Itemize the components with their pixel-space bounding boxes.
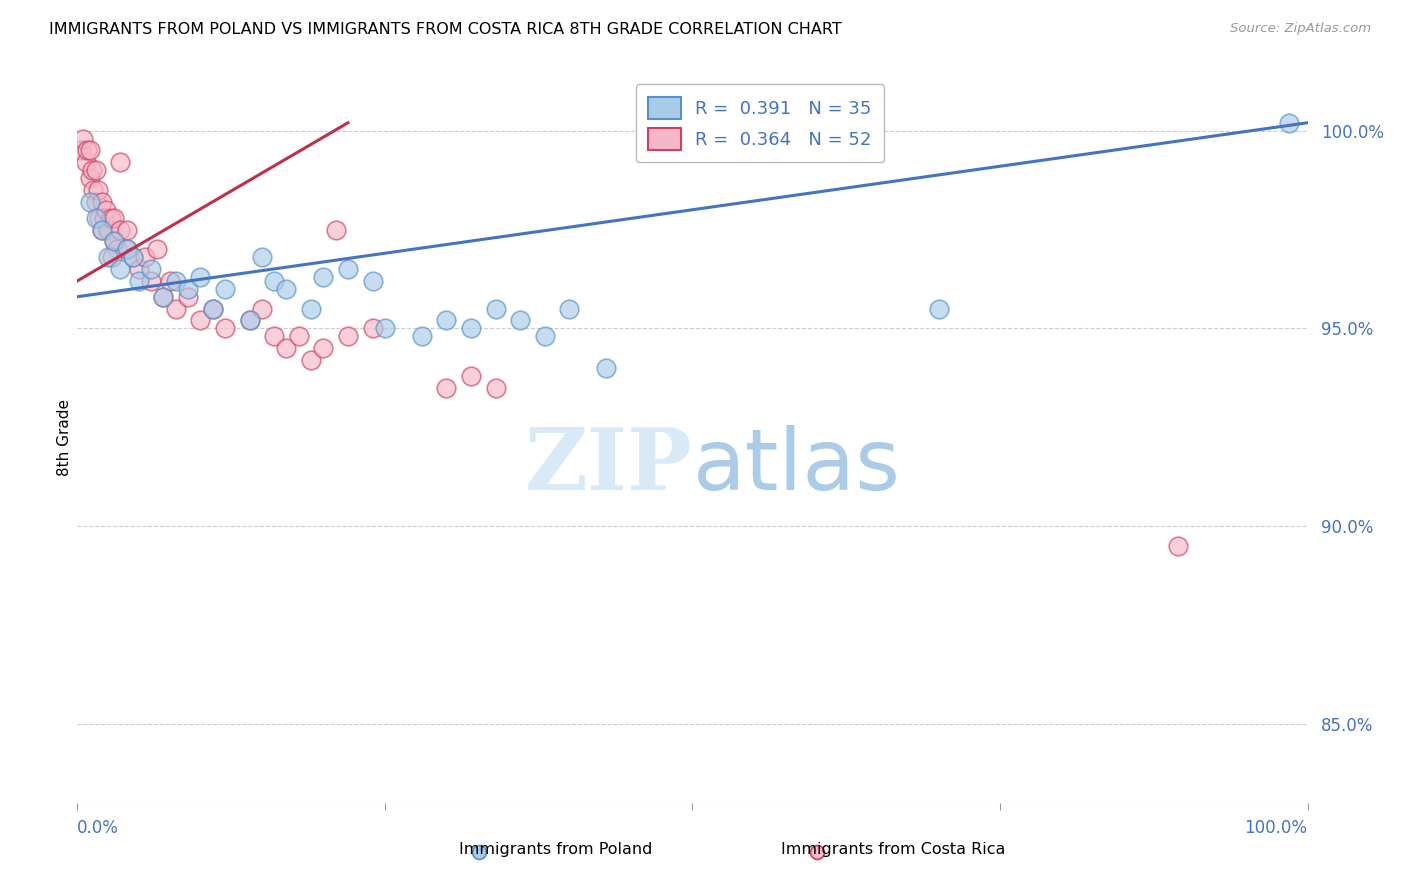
Point <box>72 131 94 145</box>
Point <box>103 235 125 249</box>
Point <box>928 301 950 316</box>
Y-axis label: 8th Grade: 8th Grade <box>56 399 72 475</box>
Point <box>190 269 212 284</box>
Point <box>93 211 115 225</box>
Point <box>460 321 482 335</box>
Point <box>84 163 107 178</box>
Point <box>128 262 150 277</box>
Point <box>325 222 347 236</box>
Point <box>460 368 482 383</box>
Point <box>312 341 335 355</box>
Point <box>103 235 125 249</box>
Text: 0.0%: 0.0% <box>77 819 120 837</box>
Point <box>100 211 122 225</box>
Point <box>214 282 236 296</box>
Point <box>177 282 200 296</box>
Point <box>337 329 360 343</box>
Point <box>110 155 132 169</box>
Point <box>75 155 97 169</box>
Point <box>79 194 101 209</box>
Point <box>82 163 104 178</box>
Legend: R =  0.391   N = 35, R =  0.364   N = 52: R = 0.391 N = 35, R = 0.364 N = 52 <box>636 84 884 162</box>
Point <box>152 290 174 304</box>
Point <box>299 353 322 368</box>
Point <box>97 222 120 236</box>
Point <box>276 341 298 355</box>
Point <box>165 274 187 288</box>
Point <box>115 242 138 256</box>
Point <box>82 183 104 197</box>
Point <box>159 274 181 288</box>
Point <box>436 313 458 327</box>
Point <box>361 321 384 335</box>
Point <box>1278 116 1301 130</box>
Point <box>146 242 169 256</box>
Point <box>299 301 322 316</box>
Point <box>411 329 433 343</box>
Point <box>84 194 107 209</box>
Point <box>115 242 138 256</box>
Point <box>485 301 508 316</box>
Point <box>70 144 93 158</box>
Point <box>97 250 120 264</box>
Text: IMMIGRANTS FROM POLAND VS IMMIGRANTS FROM COSTA RICA 8TH GRADE CORRELATION CHART: IMMIGRANTS FROM POLAND VS IMMIGRANTS FRO… <box>49 22 842 37</box>
Text: 100.0%: 100.0% <box>1244 819 1308 837</box>
Point <box>201 301 224 316</box>
Point <box>103 211 125 225</box>
Point <box>312 269 335 284</box>
Point <box>152 290 174 304</box>
Point <box>250 301 273 316</box>
Point <box>79 144 101 158</box>
Point <box>558 301 581 316</box>
Point <box>250 250 273 264</box>
Point <box>101 250 124 264</box>
Point <box>177 290 200 304</box>
Point <box>105 242 128 256</box>
Point <box>201 301 224 316</box>
Point <box>214 321 236 335</box>
Point <box>87 183 110 197</box>
Point <box>134 250 156 264</box>
Point <box>121 250 143 264</box>
Point <box>90 222 114 236</box>
Point <box>110 222 132 236</box>
Point <box>1167 539 1189 553</box>
Point <box>374 321 396 335</box>
Point <box>128 274 150 288</box>
Point <box>806 845 828 859</box>
Text: Source: ZipAtlas.com: Source: ZipAtlas.com <box>1230 22 1371 36</box>
Point <box>239 313 262 327</box>
Point <box>121 250 143 264</box>
Point <box>110 262 132 277</box>
Point <box>79 171 101 186</box>
Point <box>595 360 617 375</box>
Point <box>190 313 212 327</box>
Text: Immigrants from Poland: Immigrants from Poland <box>458 842 652 856</box>
Point <box>361 274 384 288</box>
Point <box>90 222 114 236</box>
Point <box>534 329 557 343</box>
Point <box>141 274 163 288</box>
Point <box>263 274 285 288</box>
Point <box>263 329 285 343</box>
Point <box>84 211 107 225</box>
Point <box>141 262 163 277</box>
Point <box>468 845 491 859</box>
Point <box>94 202 117 217</box>
Point <box>337 262 360 277</box>
Point <box>436 381 458 395</box>
Point <box>89 211 111 225</box>
Point <box>239 313 262 327</box>
Point <box>276 282 298 296</box>
Point <box>165 301 187 316</box>
Point <box>288 329 311 343</box>
Point <box>90 194 114 209</box>
Point <box>485 381 508 395</box>
Point <box>115 222 138 236</box>
Point <box>76 144 98 158</box>
Text: ZIP: ZIP <box>524 425 693 508</box>
Text: Immigrants from Costa Rica: Immigrants from Costa Rica <box>780 842 1005 856</box>
Point <box>509 313 531 327</box>
Text: atlas: atlas <box>693 425 900 508</box>
